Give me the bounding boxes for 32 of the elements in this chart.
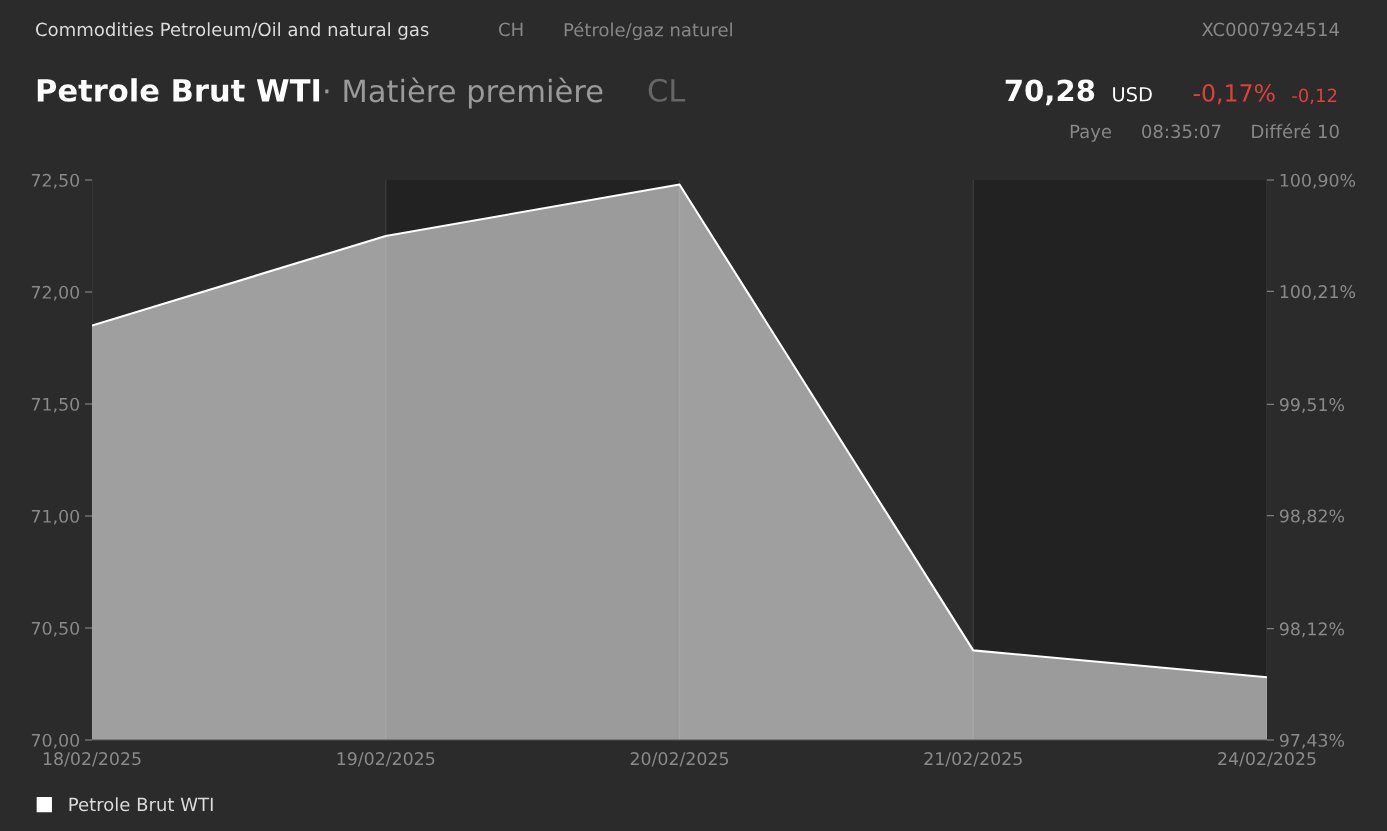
chart-title: Petrole Brut WTI bbox=[37, 78, 320, 102]
y2-tick-label: 98,12% bbox=[1279, 622, 1345, 638]
y-tick-label: 71,00 bbox=[31, 509, 80, 525]
x-tick-label: 18/02/2025 bbox=[43, 752, 141, 767]
x-tick-label: 21/02/2025 bbox=[924, 752, 1022, 767]
y2-tick-label: 98,82% bbox=[1279, 509, 1345, 525]
text: -0,12 bbox=[1292, 88, 1337, 105]
text: XC0007924514 bbox=[1201, 22, 1339, 37]
text: Pétrole/gaz naturel bbox=[564, 21, 732, 41]
text: Différé 10 bbox=[1252, 123, 1339, 139]
y2-tick-label: 100,90% bbox=[1280, 173, 1356, 189]
y-tick-label: 72,00 bbox=[31, 285, 80, 301]
text: Paye bbox=[1070, 124, 1112, 142]
chart-subtitle: · Matière première bbox=[325, 77, 603, 109]
text: 70,28 bbox=[1005, 79, 1095, 106]
text: 08:35:07 bbox=[1142, 124, 1221, 139]
text: CL bbox=[648, 78, 686, 102]
y-tick-label: 72,50 bbox=[31, 173, 80, 189]
text: Commodities Petroleum/Oil and natural gas bbox=[36, 22, 429, 40]
text: CH bbox=[499, 22, 523, 37]
y-tick-label: 71,50 bbox=[31, 397, 80, 413]
x-tick-label: 19/02/2025 bbox=[337, 752, 435, 767]
y2-tick-label: 97,43% bbox=[1279, 733, 1345, 749]
text: -0,17% bbox=[1193, 83, 1275, 105]
x-tick-label: 20/02/2025 bbox=[630, 752, 729, 767]
y2-tick-label: 99,51% bbox=[1279, 398, 1345, 413]
y2-tick-label: 100,21% bbox=[1280, 285, 1356, 300]
y-tick-label: 70,50 bbox=[31, 621, 80, 637]
x-tick-label: 24/02/2025 bbox=[1218, 752, 1316, 767]
text: USD bbox=[1113, 86, 1152, 102]
legend-label: Petrole Brut WTI bbox=[69, 797, 213, 812]
y-tick-label: 70,00 bbox=[31, 733, 80, 749]
